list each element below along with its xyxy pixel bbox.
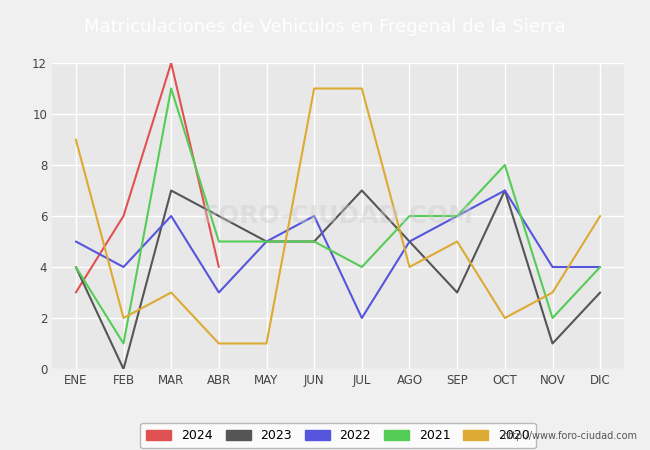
Legend: 2024, 2023, 2022, 2021, 2020: 2024, 2023, 2022, 2021, 2020 — [140, 423, 536, 449]
Text: FORO-CIUDAD.COM: FORO-CIUDAD.COM — [202, 204, 474, 228]
Text: Matriculaciones de Vehiculos en Fregenal de la Sierra: Matriculaciones de Vehiculos en Fregenal… — [84, 18, 566, 36]
Text: http://www.foro-ciudad.com: http://www.foro-ciudad.com — [502, 431, 637, 441]
